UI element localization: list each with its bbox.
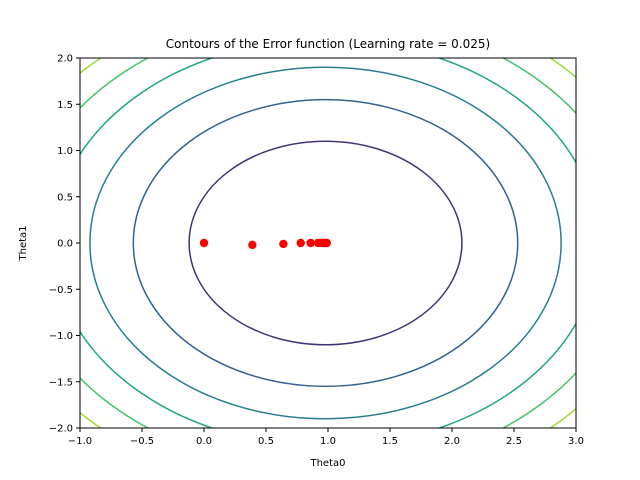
x-tick-label: 1.0	[320, 436, 336, 447]
data-point	[306, 238, 315, 248]
x-axis: −1.0 −0.5 0.0 0.5 1.0 1.5 2.0 2.5 3.0	[68, 428, 584, 447]
data-point	[322, 238, 331, 248]
y-axis-label: Theta1	[18, 225, 29, 261]
y-tick-label: 0.0	[57, 239, 73, 250]
x-tick-label: 1.5	[382, 436, 398, 447]
y-tick-label: −2.0	[49, 424, 73, 435]
x-tick-label: −1.0	[68, 436, 92, 447]
y-tick-label: 1.5	[57, 100, 73, 111]
y-tick-label: 1.0	[57, 146, 73, 157]
y-tick-label: −0.5	[49, 285, 73, 296]
data-point	[279, 239, 288, 249]
x-tick-label: 2.0	[444, 436, 460, 447]
contour-line	[89, 66, 562, 420]
y-tick-label: −1.5	[49, 377, 73, 388]
y-tick-label: 0.5	[57, 192, 73, 203]
data-point	[296, 238, 305, 248]
y-tick-label: 2.0	[57, 54, 73, 65]
data-point	[199, 238, 209, 248]
x-tick-label: −0.5	[130, 436, 154, 447]
x-tick-label: 2.5	[506, 436, 522, 447]
x-axis-label: Theta0	[309, 458, 345, 469]
y-tick-label: −1.0	[49, 331, 73, 342]
x-tick-label: 3.0	[568, 436, 584, 447]
contour-line	[132, 98, 519, 388]
data-point	[248, 240, 257, 250]
gradient-descent-points	[199, 238, 331, 250]
y-axis: −2.0 −1.5 −1.0 −0.5 0.0 0.5 1.0 1.5 2.0	[49, 54, 80, 435]
contour-line	[188, 140, 463, 346]
x-tick-label: 0.5	[258, 436, 274, 447]
x-tick-label: 0.0	[196, 436, 212, 447]
chart-title: Contours of the Error function (Learning…	[166, 37, 490, 51]
